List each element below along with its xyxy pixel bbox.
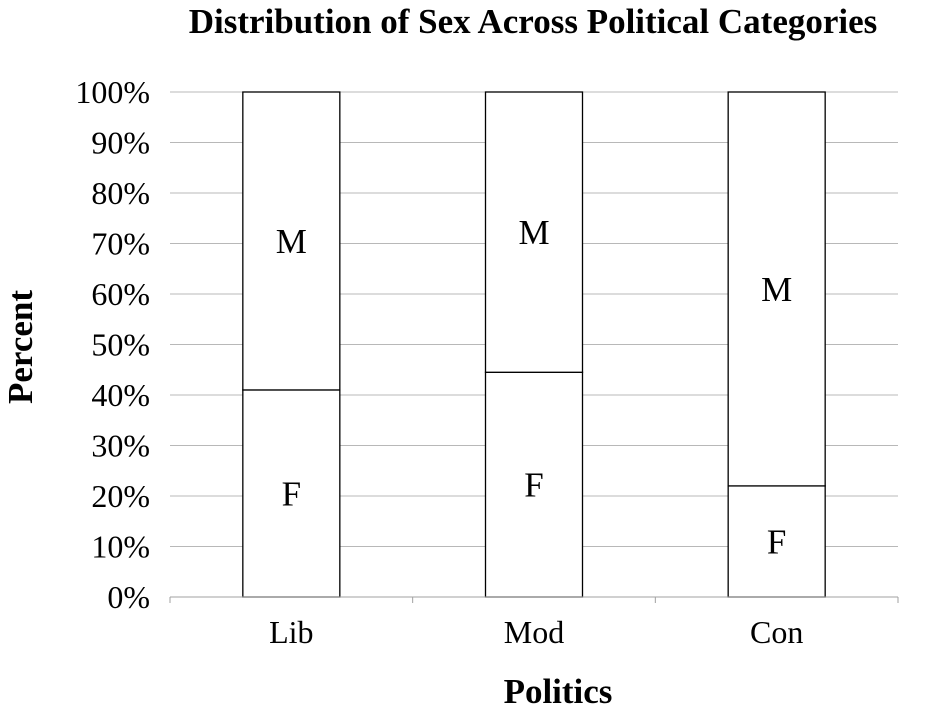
bar-segment-m-mod [484, 91, 584, 373]
y-tick-label: 60% [91, 276, 150, 312]
segment-label: M [276, 222, 307, 261]
y-tick-label: 40% [91, 377, 150, 413]
y-tick-label: 0% [107, 579, 150, 615]
bars: F M F M F M [242, 91, 826, 598]
y-axis-ticks: 0% 10% 20% 30% 40% 50% 60% 70% 80% 90% 100% [75, 74, 150, 615]
x-tick-label: Con [750, 614, 803, 650]
x-tick-label: Mod [504, 614, 564, 650]
bar-segment-f-con [727, 485, 826, 598]
y-tick-label: 50% [91, 327, 150, 363]
chart-title: Distribution of Sex Across Political Cat… [189, 2, 878, 41]
bar-segment-m-con [727, 91, 826, 487]
segment-label: F [767, 522, 786, 561]
y-axis-title: Percent [1, 290, 40, 404]
segment-label: M [761, 270, 792, 309]
segment-label: M [518, 213, 549, 252]
x-axis-ticks: Lib Mod Con [169, 597, 899, 650]
segment-label: F [282, 474, 301, 513]
x-tick-label: Lib [269, 614, 313, 650]
y-tick-label: 70% [91, 226, 150, 262]
segment-label: F [524, 466, 543, 505]
bar-segment-m-lib [242, 91, 341, 391]
y-tick-label: 30% [91, 428, 150, 464]
x-axis-title: Politics [504, 672, 613, 711]
y-tick-label: 90% [91, 125, 150, 161]
y-tick-label: 80% [91, 175, 150, 211]
y-tick-label: 20% [91, 478, 150, 514]
y-tick-label: 100% [75, 74, 150, 110]
y-tick-label: 10% [91, 529, 150, 565]
